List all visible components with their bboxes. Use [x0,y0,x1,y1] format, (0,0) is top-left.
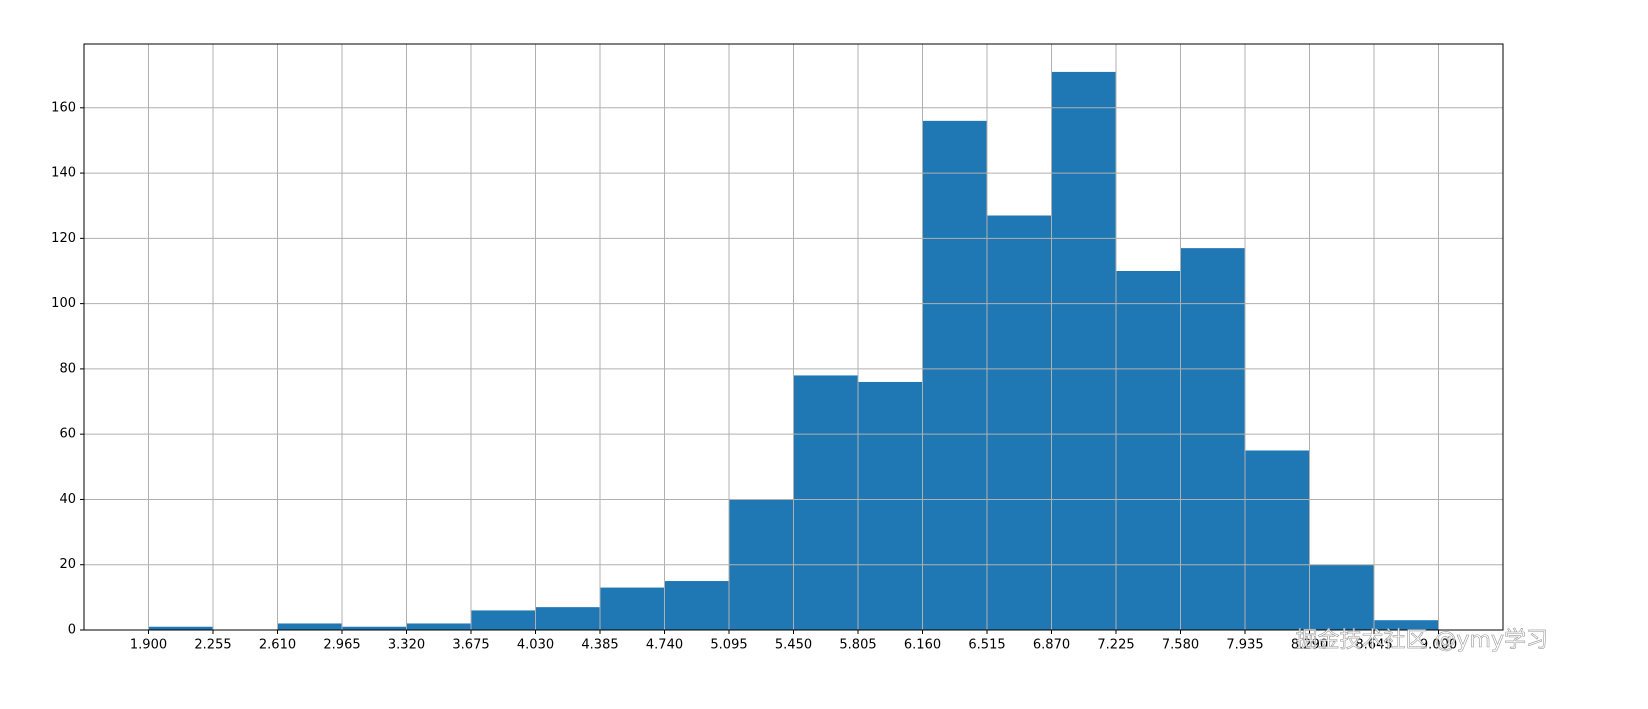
bar [1180,248,1245,630]
bar [148,626,213,630]
y-tick-label: 120 [51,231,76,246]
bar [342,626,407,630]
bar [793,375,858,630]
bar [858,381,923,630]
bar [922,120,987,631]
bar [987,215,1052,630]
y-tick-label: 60 [59,427,76,442]
x-tick-label: 6.160 [904,638,941,653]
bar [1245,450,1310,630]
bar [471,610,536,630]
bar [1374,620,1439,630]
x-tick-label: 2.610 [259,638,296,653]
bar [1309,564,1374,630]
x-tick-label: 2.965 [323,638,360,653]
x-tick-label: 1.900 [130,638,167,653]
y-tick-label: 100 [51,296,76,311]
plot-frame [83,43,1504,631]
x-tick-label: 9.000 [1420,638,1457,653]
x-tick-label: 3.675 [452,638,489,653]
bar [1116,270,1181,630]
y-tick-label: 160 [51,100,76,115]
x-tick-label: 5.450 [775,638,812,653]
x-tick-label: 4.030 [517,638,554,653]
x-tick-label: 4.740 [646,638,683,653]
y-tick-label: 0 [68,623,76,638]
y-tick-label: 80 [59,361,76,376]
x-tick-label: 3.320 [388,638,425,653]
y-tick-label: 140 [51,166,76,181]
x-tick-label: 5.805 [839,638,876,653]
x-tick-label: 8.645 [1355,638,1392,653]
x-tick-label: 7.580 [1162,638,1199,653]
bar [1051,71,1116,630]
x-tick-label: 4.385 [581,638,618,653]
bar [277,623,342,630]
x-tick-label: 7.225 [1097,638,1134,653]
x-tick-label: 6.515 [968,638,1005,653]
x-tick-label: 5.095 [710,638,747,653]
y-tick-label: 20 [59,557,76,572]
x-tick-label: 7.935 [1226,638,1263,653]
x-tick-label: 6.870 [1033,638,1070,653]
y-tick-label: 40 [59,492,76,507]
bar [664,581,729,630]
bar [406,623,471,630]
bar [600,587,665,630]
x-tick-label: 8.290 [1291,638,1328,653]
x-tick-label: 2.255 [194,638,231,653]
watermark: 掘金技术社区 @ymy学习 [1296,628,1548,653]
bar [535,607,600,630]
